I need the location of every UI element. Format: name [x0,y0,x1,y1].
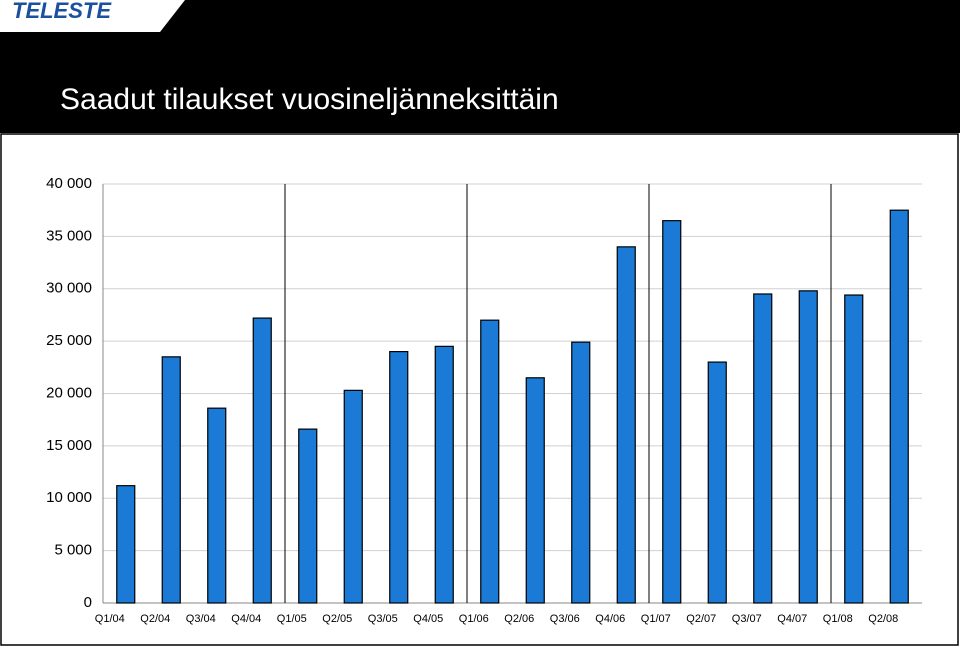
x-tick-label: Q4/05 [413,613,443,625]
x-tick-label: Q1/06 [459,613,489,625]
y-tick-label: 25 000 [46,332,92,349]
x-tick-label: Q2/07 [686,613,716,625]
bar [844,294,864,604]
x-tick-label: Q1/04 [95,613,125,625]
y-tick-label: 5 000 [54,542,92,559]
y-tick-label: 30 000 [46,280,92,297]
x-tick-label: Q2/04 [140,613,170,625]
y-tick-label: 0 [84,594,92,611]
bar [889,209,909,604]
x-tick-label: Q1/05 [277,613,307,625]
x-tick-label: Q3/05 [368,613,398,625]
x-tick-label: Q3/06 [550,613,580,625]
x-tick-label: Q2/05 [322,613,352,625]
bar [662,220,682,604]
x-tick-label: Q1/07 [641,613,671,625]
bar [298,428,318,604]
x-tick-label: Q4/07 [777,613,807,625]
bar [207,407,227,604]
y-tick-label: 10 000 [46,489,92,506]
x-tick-label: Q4/04 [231,613,261,625]
bar [707,361,727,604]
y-tick-label: 35 000 [46,227,92,244]
y-tick-label: 40 000 [46,175,92,192]
y-tick-label: 15 000 [46,437,92,454]
chart-frame [0,133,959,646]
bar [161,356,181,604]
bar [798,290,818,604]
bar [116,485,136,604]
logo: TELESTE [12,0,112,23]
x-tick-label: Q1/08 [823,613,853,625]
bar [434,345,454,604]
y-tick-label: 20 000 [46,384,92,401]
x-tick-label: Q2/08 [868,613,898,625]
x-tick-label: Q2/06 [504,613,534,625]
bar [616,246,636,604]
bar [252,317,272,604]
bar [343,389,363,604]
bar [525,377,545,604]
x-tick-label: Q4/06 [595,613,625,625]
bar [480,319,500,604]
x-tick-label: Q3/04 [186,613,216,625]
logo-box [0,0,185,32]
bar [753,293,773,604]
bar [389,351,409,604]
x-tick-label: Q3/07 [732,613,762,625]
chart-title: Saadut tilaukset vuosineljänneksittäin [60,83,559,116]
bar [571,341,591,604]
